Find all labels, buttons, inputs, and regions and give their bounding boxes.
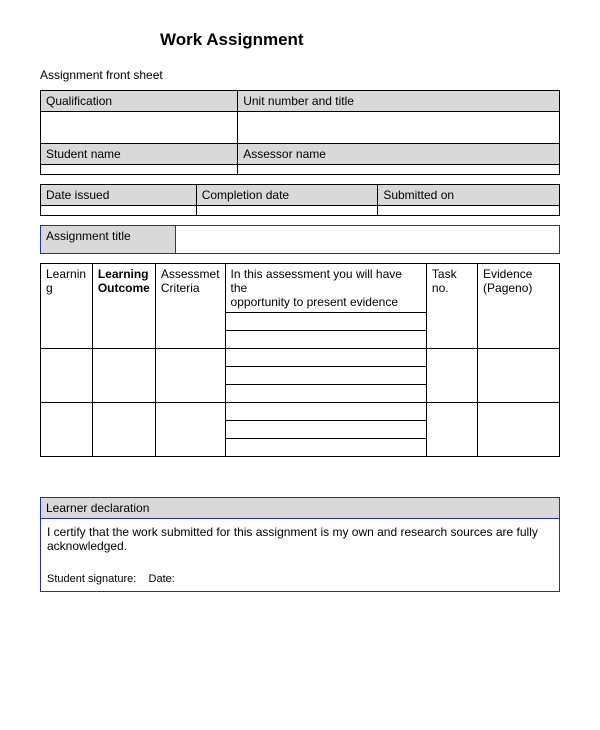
grid-cell[interactable] xyxy=(426,403,477,457)
grid-cell[interactable] xyxy=(92,349,155,403)
completion-value[interactable] xyxy=(196,206,378,216)
assessor-label: Assessor name xyxy=(238,144,560,165)
unit-value[interactable] xyxy=(238,112,560,144)
grid-cell[interactable] xyxy=(155,403,225,457)
assessment-grid: Learning LearningOutcome AssessmetCriter… xyxy=(40,263,560,457)
grid-cell[interactable] xyxy=(41,403,93,457)
grid-cell[interactable] xyxy=(225,439,426,457)
grid-cell[interactable] xyxy=(225,313,426,331)
submitted-label: Submitted on xyxy=(378,185,560,206)
grid-col-task: Taskno. xyxy=(426,264,477,349)
grid-cell[interactable] xyxy=(225,403,426,421)
submitted-value[interactable] xyxy=(378,206,560,216)
assignment-title-value[interactable] xyxy=(175,226,559,254)
grid-cell[interactable] xyxy=(225,385,426,403)
grid-col-outcome: LearningOutcome xyxy=(92,264,155,349)
qualification-label: Qualification xyxy=(41,91,238,112)
grid-cell[interactable] xyxy=(225,421,426,439)
dates-table: Date issued Completion date Submitted on xyxy=(40,184,560,216)
completion-label: Completion date xyxy=(196,185,378,206)
signature-label: Student signature: xyxy=(47,573,136,585)
declaration-body: I certify that the work submitted for th… xyxy=(41,519,560,592)
grid-cell[interactable] xyxy=(41,349,93,403)
grid-col-learning: Learning xyxy=(41,264,93,349)
assignment-title-table: Assignment title xyxy=(40,225,560,254)
qualification-value[interactable] xyxy=(41,112,238,144)
date-issued-label: Date issued xyxy=(41,185,197,206)
grid-col-assessment: In this assessment you will have theoppo… xyxy=(225,264,426,313)
grid-cell[interactable] xyxy=(225,331,426,349)
grid-cell[interactable] xyxy=(92,403,155,457)
grid-cell[interactable] xyxy=(478,403,560,457)
declaration-header: Learner declaration xyxy=(41,498,560,519)
qualification-table: Qualification Unit number and title Stud… xyxy=(40,90,560,175)
page-subtitle: Assignment front sheet xyxy=(40,68,560,82)
grid-cell[interactable] xyxy=(225,349,426,367)
assignment-title-label: Assignment title xyxy=(41,226,176,254)
student-value[interactable] xyxy=(41,165,238,175)
page-title: Work Assignment xyxy=(160,30,560,50)
assessor-value[interactable] xyxy=(238,165,560,175)
unit-label: Unit number and title xyxy=(238,91,560,112)
grid-col-criteria: AssessmetCriteria xyxy=(155,264,225,349)
date-issued-value[interactable] xyxy=(41,206,197,216)
declaration-table: Learner declaration I certify that the w… xyxy=(40,497,560,592)
student-label: Student name xyxy=(41,144,238,165)
grid-cell[interactable] xyxy=(155,349,225,403)
grid-col-evidence: Evidence(Pageno) xyxy=(478,264,560,349)
date-label: Date: xyxy=(149,573,175,585)
grid-cell[interactable] xyxy=(478,349,560,403)
grid-cell[interactable] xyxy=(426,349,477,403)
grid-cell[interactable] xyxy=(225,367,426,385)
